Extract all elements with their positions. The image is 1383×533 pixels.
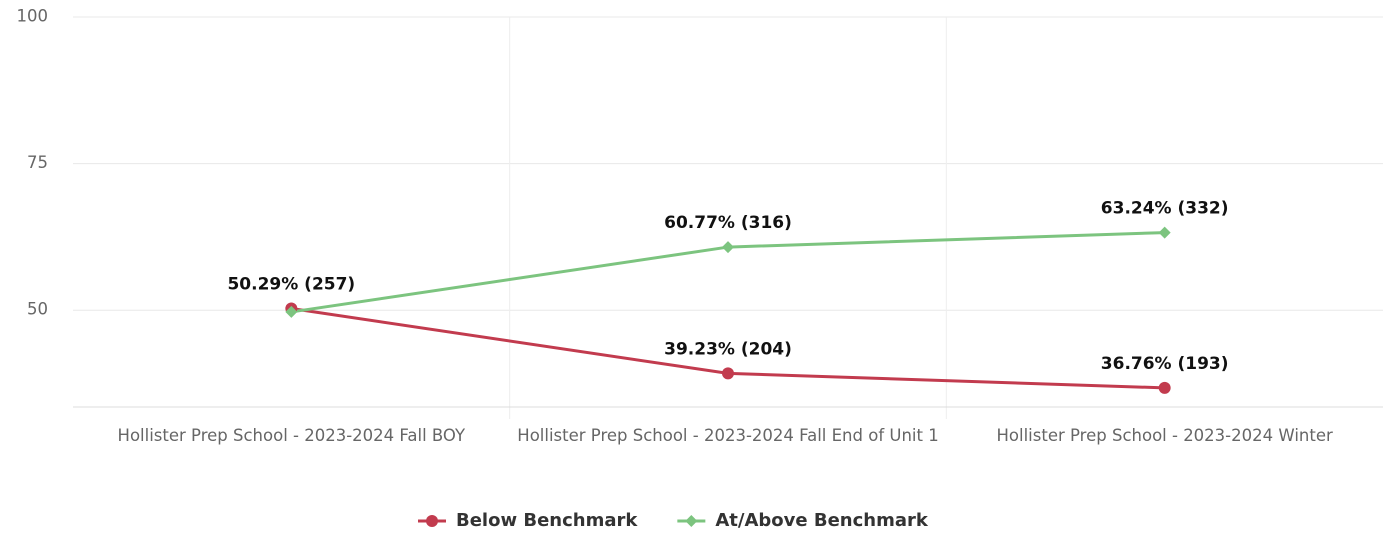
- data-label: 63.24% (332): [1101, 199, 1229, 219]
- x-tick-label: Hollister Prep School - 2023-2024 Fall B…: [117, 426, 466, 445]
- marker: [285, 305, 298, 318]
- data-label: 60.77% (316): [664, 213, 792, 233]
- data-label: 50.29% (257): [227, 275, 355, 295]
- y-tick-label: 100: [17, 7, 49, 26]
- y-tick-label: 50: [27, 300, 48, 319]
- legend-marker: [685, 515, 698, 527]
- legend-label: Below Benchmark: [456, 510, 638, 531]
- legend-marker: [426, 515, 438, 527]
- x-tick-label: Hollister Prep School - 2023-2024 Fall E…: [517, 426, 939, 445]
- marker: [1158, 226, 1171, 239]
- x-tick-label: Hollister Prep School - 2023-2024 Winter: [996, 426, 1333, 445]
- marker: [722, 241, 734, 254]
- data-label: 36.76% (193): [1101, 354, 1229, 374]
- legend-label: At/Above Benchmark: [715, 510, 929, 531]
- marker: [1158, 381, 1171, 394]
- marker: [722, 367, 734, 380]
- y-tick-label: 75: [27, 153, 48, 172]
- data-label: 39.23% (204): [664, 339, 792, 359]
